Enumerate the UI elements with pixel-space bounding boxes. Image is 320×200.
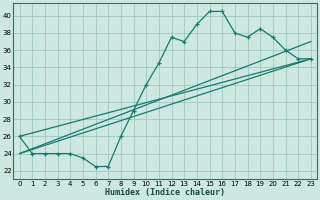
X-axis label: Humidex (Indice chaleur): Humidex (Indice chaleur) xyxy=(105,188,225,197)
